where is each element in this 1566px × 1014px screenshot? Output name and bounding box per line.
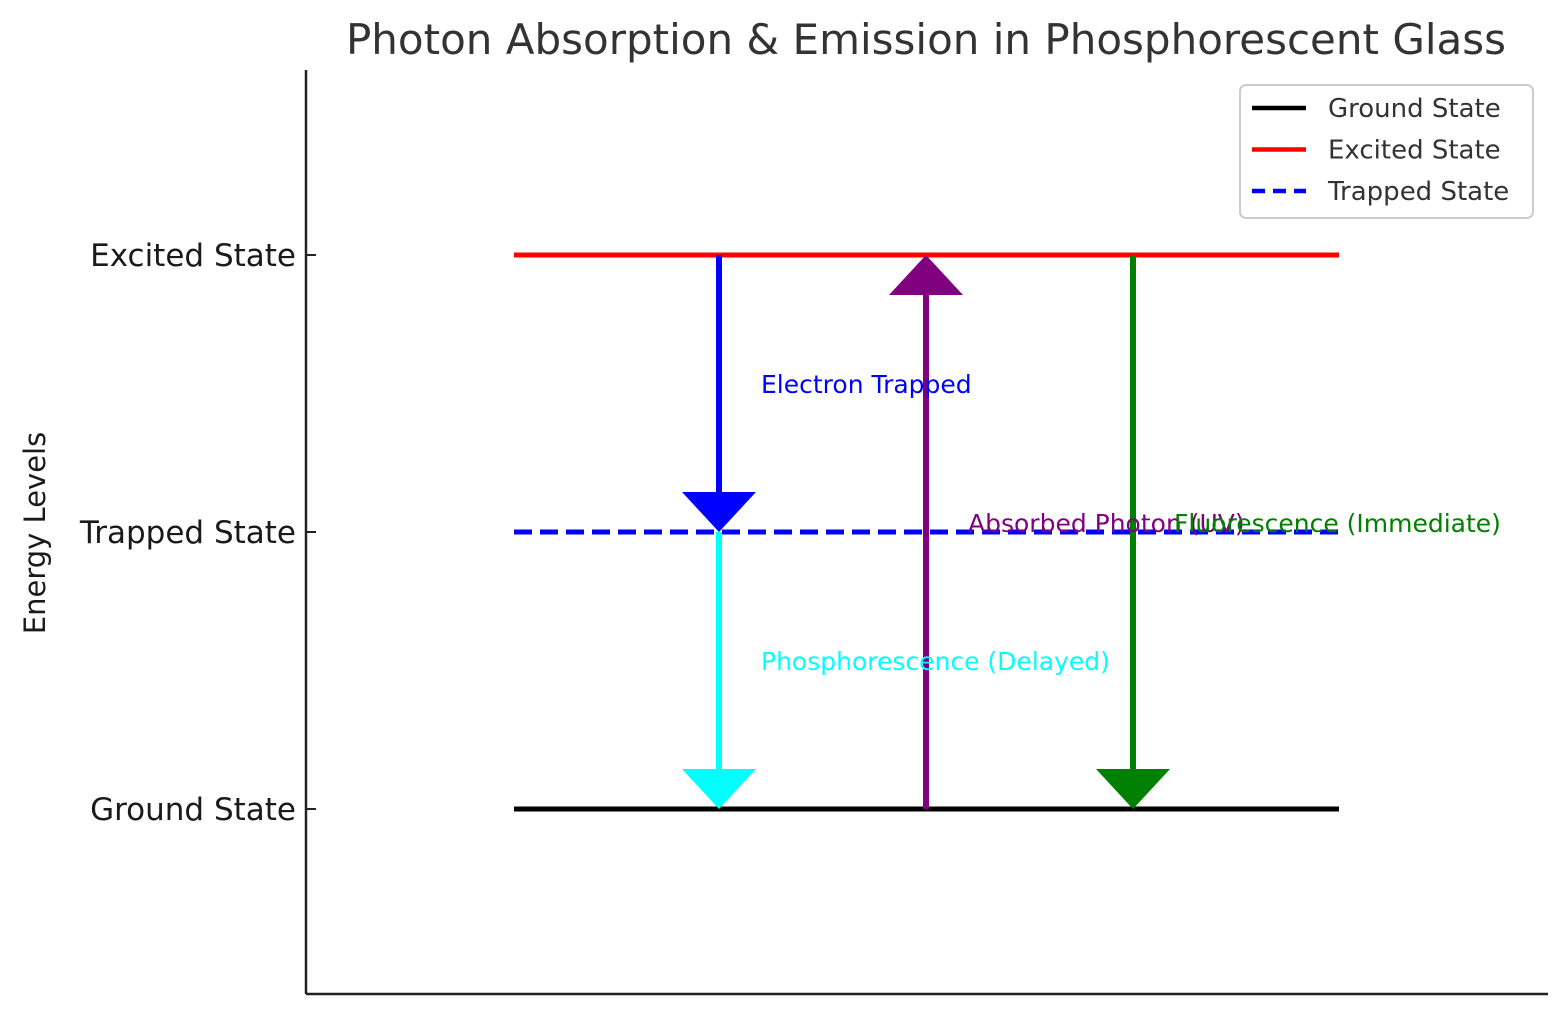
transition-fluorescence-immediate xyxy=(1096,255,1170,809)
annotation-electron-trapped: Electron Trapped xyxy=(761,370,972,399)
legend-label-trapped-state: Trapped State xyxy=(1327,177,1509,207)
y-tick-label-trapped-state: Trapped State xyxy=(79,515,296,551)
y-axis-label: Energy Levels xyxy=(18,432,52,634)
transition-electron-trapped xyxy=(682,255,756,532)
legend: Ground State Excited State Trapped State xyxy=(1239,84,1534,219)
legend-frame xyxy=(1239,84,1534,219)
transition-absorbed-photon-uv xyxy=(889,255,963,809)
legend-label-ground-state: Ground State xyxy=(1328,94,1501,124)
chart-title: Photon Absorption & Emission in Phosphor… xyxy=(346,15,1506,64)
y-tick-label-excited-state: Excited State xyxy=(90,238,296,274)
transition-phosphorescence-delayed xyxy=(682,532,756,809)
transition-arrow-head xyxy=(889,255,963,295)
transition-arrow-head xyxy=(1096,769,1170,809)
legend-label-excited-state: Excited State xyxy=(1328,136,1501,166)
transition-arrow-head xyxy=(682,492,756,532)
annotation-absorbed-photon-uv: Absorbed Photon (UV) xyxy=(968,509,1245,538)
annotation-phosphorescence-delayed: Phosphorescence (Delayed) xyxy=(761,647,1110,676)
annotation-fluorescence-immediate: Fluorescence (Immediate) xyxy=(1174,509,1501,538)
y-tick-label-ground-state: Ground State xyxy=(90,792,296,828)
transition-arrow-head xyxy=(682,769,756,809)
